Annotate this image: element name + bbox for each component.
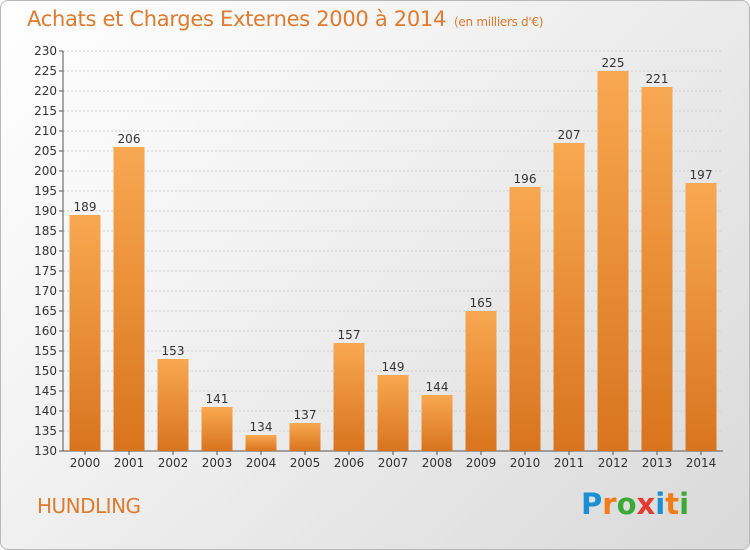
- y-tick-label: 195: [34, 184, 57, 198]
- bar: [69, 215, 101, 451]
- y-tick-label: 140: [34, 404, 57, 418]
- bar-value-label: 196: [514, 172, 537, 186]
- bar: [553, 143, 585, 451]
- logo-letter: P: [581, 487, 603, 521]
- y-tick-label: 220: [34, 84, 57, 98]
- bar: [465, 311, 497, 451]
- y-tick-label: 155: [34, 344, 57, 358]
- bar-value-label: 141: [206, 392, 229, 406]
- y-tick-label: 205: [34, 144, 57, 158]
- bar-value-label: 134: [250, 420, 273, 434]
- bar-value-label: 153: [162, 344, 185, 358]
- chart-title: Achats et Charges Externes 2000 à 2014 (e…: [27, 7, 543, 31]
- bar: [333, 343, 365, 451]
- logo-letter: o: [616, 487, 637, 521]
- x-tick-label: 2003: [202, 456, 233, 470]
- x-tick-label: 2006: [334, 456, 365, 470]
- proxiti-logo: Proxiti: [581, 487, 689, 521]
- x-tick-label: 2008: [422, 456, 453, 470]
- logo-letter: i: [655, 487, 666, 521]
- y-tick-label: 185: [34, 224, 57, 238]
- x-tick-label: 2012: [598, 456, 629, 470]
- bar-value-label: 165: [470, 296, 493, 310]
- logo-letter: t: [665, 487, 680, 521]
- x-tick-label: 2001: [114, 456, 145, 470]
- y-tick-label: 190: [34, 204, 57, 218]
- y-tick-label: 225: [34, 64, 57, 78]
- logo-letter: i: [679, 487, 690, 521]
- x-tick-label: 2009: [466, 456, 497, 470]
- y-tick-label: 160: [34, 324, 57, 338]
- y-tick-label: 210: [34, 124, 57, 138]
- bar-value-label: 221: [646, 72, 669, 86]
- bar: [157, 359, 189, 451]
- location-name: HUNDLING: [37, 494, 141, 518]
- x-tick-label: 2002: [158, 456, 189, 470]
- y-tick-label: 130: [34, 444, 57, 458]
- bar: [685, 183, 717, 451]
- bar-value-label: 149: [382, 360, 405, 374]
- y-tick-label: 150: [34, 364, 57, 378]
- bar: [113, 147, 145, 451]
- bar-value-label: 225: [602, 56, 625, 70]
- x-tick-label: 2011: [554, 456, 585, 470]
- x-tick-label: 2007: [378, 456, 409, 470]
- bar-value-label: 137: [294, 408, 317, 422]
- y-tick-label: 145: [34, 384, 57, 398]
- y-tick-label: 165: [34, 304, 57, 318]
- bar: [509, 187, 541, 451]
- bar: [597, 71, 629, 451]
- y-tick-label: 200: [34, 164, 57, 178]
- bar: [641, 87, 673, 451]
- x-tick-label: 2010: [510, 456, 541, 470]
- bar: [201, 407, 233, 451]
- y-tick-label: 215: [34, 104, 57, 118]
- bar-value-label: 206: [118, 132, 141, 146]
- y-tick-label: 175: [34, 264, 57, 278]
- x-tick-label: 2005: [290, 456, 321, 470]
- logo-letter: r: [602, 487, 617, 521]
- bar: [289, 423, 321, 451]
- bar-value-label: 144: [426, 380, 449, 394]
- bar-value-label: 157: [338, 328, 361, 342]
- y-tick-label: 230: [34, 44, 57, 58]
- logo-letter: x: [636, 487, 656, 521]
- y-tick-label: 170: [34, 284, 57, 298]
- bar: [421, 395, 453, 451]
- bar: [245, 435, 277, 451]
- x-tick-label: 2013: [642, 456, 673, 470]
- bar-value-label: 197: [690, 168, 713, 182]
- x-tick-label: 2014: [686, 456, 717, 470]
- y-tick-label: 135: [34, 424, 57, 438]
- bar-value-label: 207: [558, 128, 581, 142]
- chart-subtitle: (en milliers d'€): [454, 15, 544, 29]
- bar-value-label: 189: [74, 200, 97, 214]
- y-tick-label: 180: [34, 244, 57, 258]
- bar: [377, 375, 409, 451]
- x-tick-label: 2004: [246, 456, 277, 470]
- chart-title-text: Achats et Charges Externes 2000 à 2014: [27, 7, 447, 31]
- x-tick-label: 2000: [70, 456, 101, 470]
